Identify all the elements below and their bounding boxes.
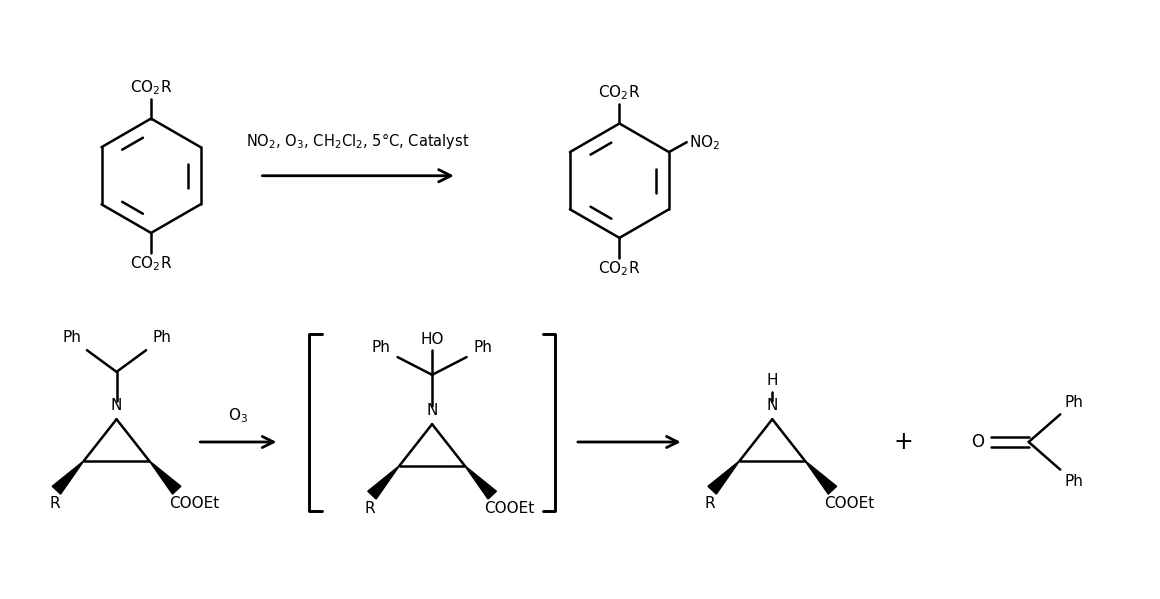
Text: COOEt: COOEt (825, 496, 875, 511)
Text: Ph: Ph (1064, 395, 1083, 410)
Text: HO: HO (420, 332, 444, 347)
Text: CO$_2$R: CO$_2$R (130, 78, 172, 97)
Text: COOEt: COOEt (169, 496, 219, 511)
Text: Ph: Ph (473, 340, 492, 355)
Text: H: H (767, 373, 778, 388)
Text: Ph: Ph (1064, 474, 1083, 489)
Text: +: + (893, 430, 913, 454)
Text: NO$_2$: NO$_2$ (689, 133, 720, 152)
Polygon shape (805, 461, 836, 494)
Text: CO$_2$R: CO$_2$R (599, 83, 640, 102)
Polygon shape (150, 461, 181, 494)
Text: Ph: Ph (372, 340, 391, 355)
Text: N: N (427, 403, 437, 418)
Text: O: O (971, 433, 985, 451)
Text: NO$_2$, O$_3$, CH$_2$Cl$_2$, 5°C, Catalyst: NO$_2$, O$_3$, CH$_2$Cl$_2$, 5°C, Cataly… (246, 131, 470, 151)
Text: Ph: Ph (152, 330, 171, 345)
Text: O$_3$: O$_3$ (227, 407, 248, 425)
Text: N: N (111, 398, 122, 413)
Polygon shape (708, 461, 740, 494)
Text: Ph: Ph (63, 330, 81, 345)
Text: CO$_2$R: CO$_2$R (599, 259, 640, 279)
Polygon shape (52, 461, 84, 494)
Polygon shape (368, 465, 399, 499)
Text: R: R (364, 501, 376, 516)
Text: R: R (49, 496, 59, 511)
Text: COOEt: COOEt (485, 501, 535, 516)
Polygon shape (465, 465, 496, 499)
Text: CO$_2$R: CO$_2$R (130, 255, 172, 273)
Text: R: R (705, 496, 716, 511)
Text: N: N (767, 398, 778, 413)
